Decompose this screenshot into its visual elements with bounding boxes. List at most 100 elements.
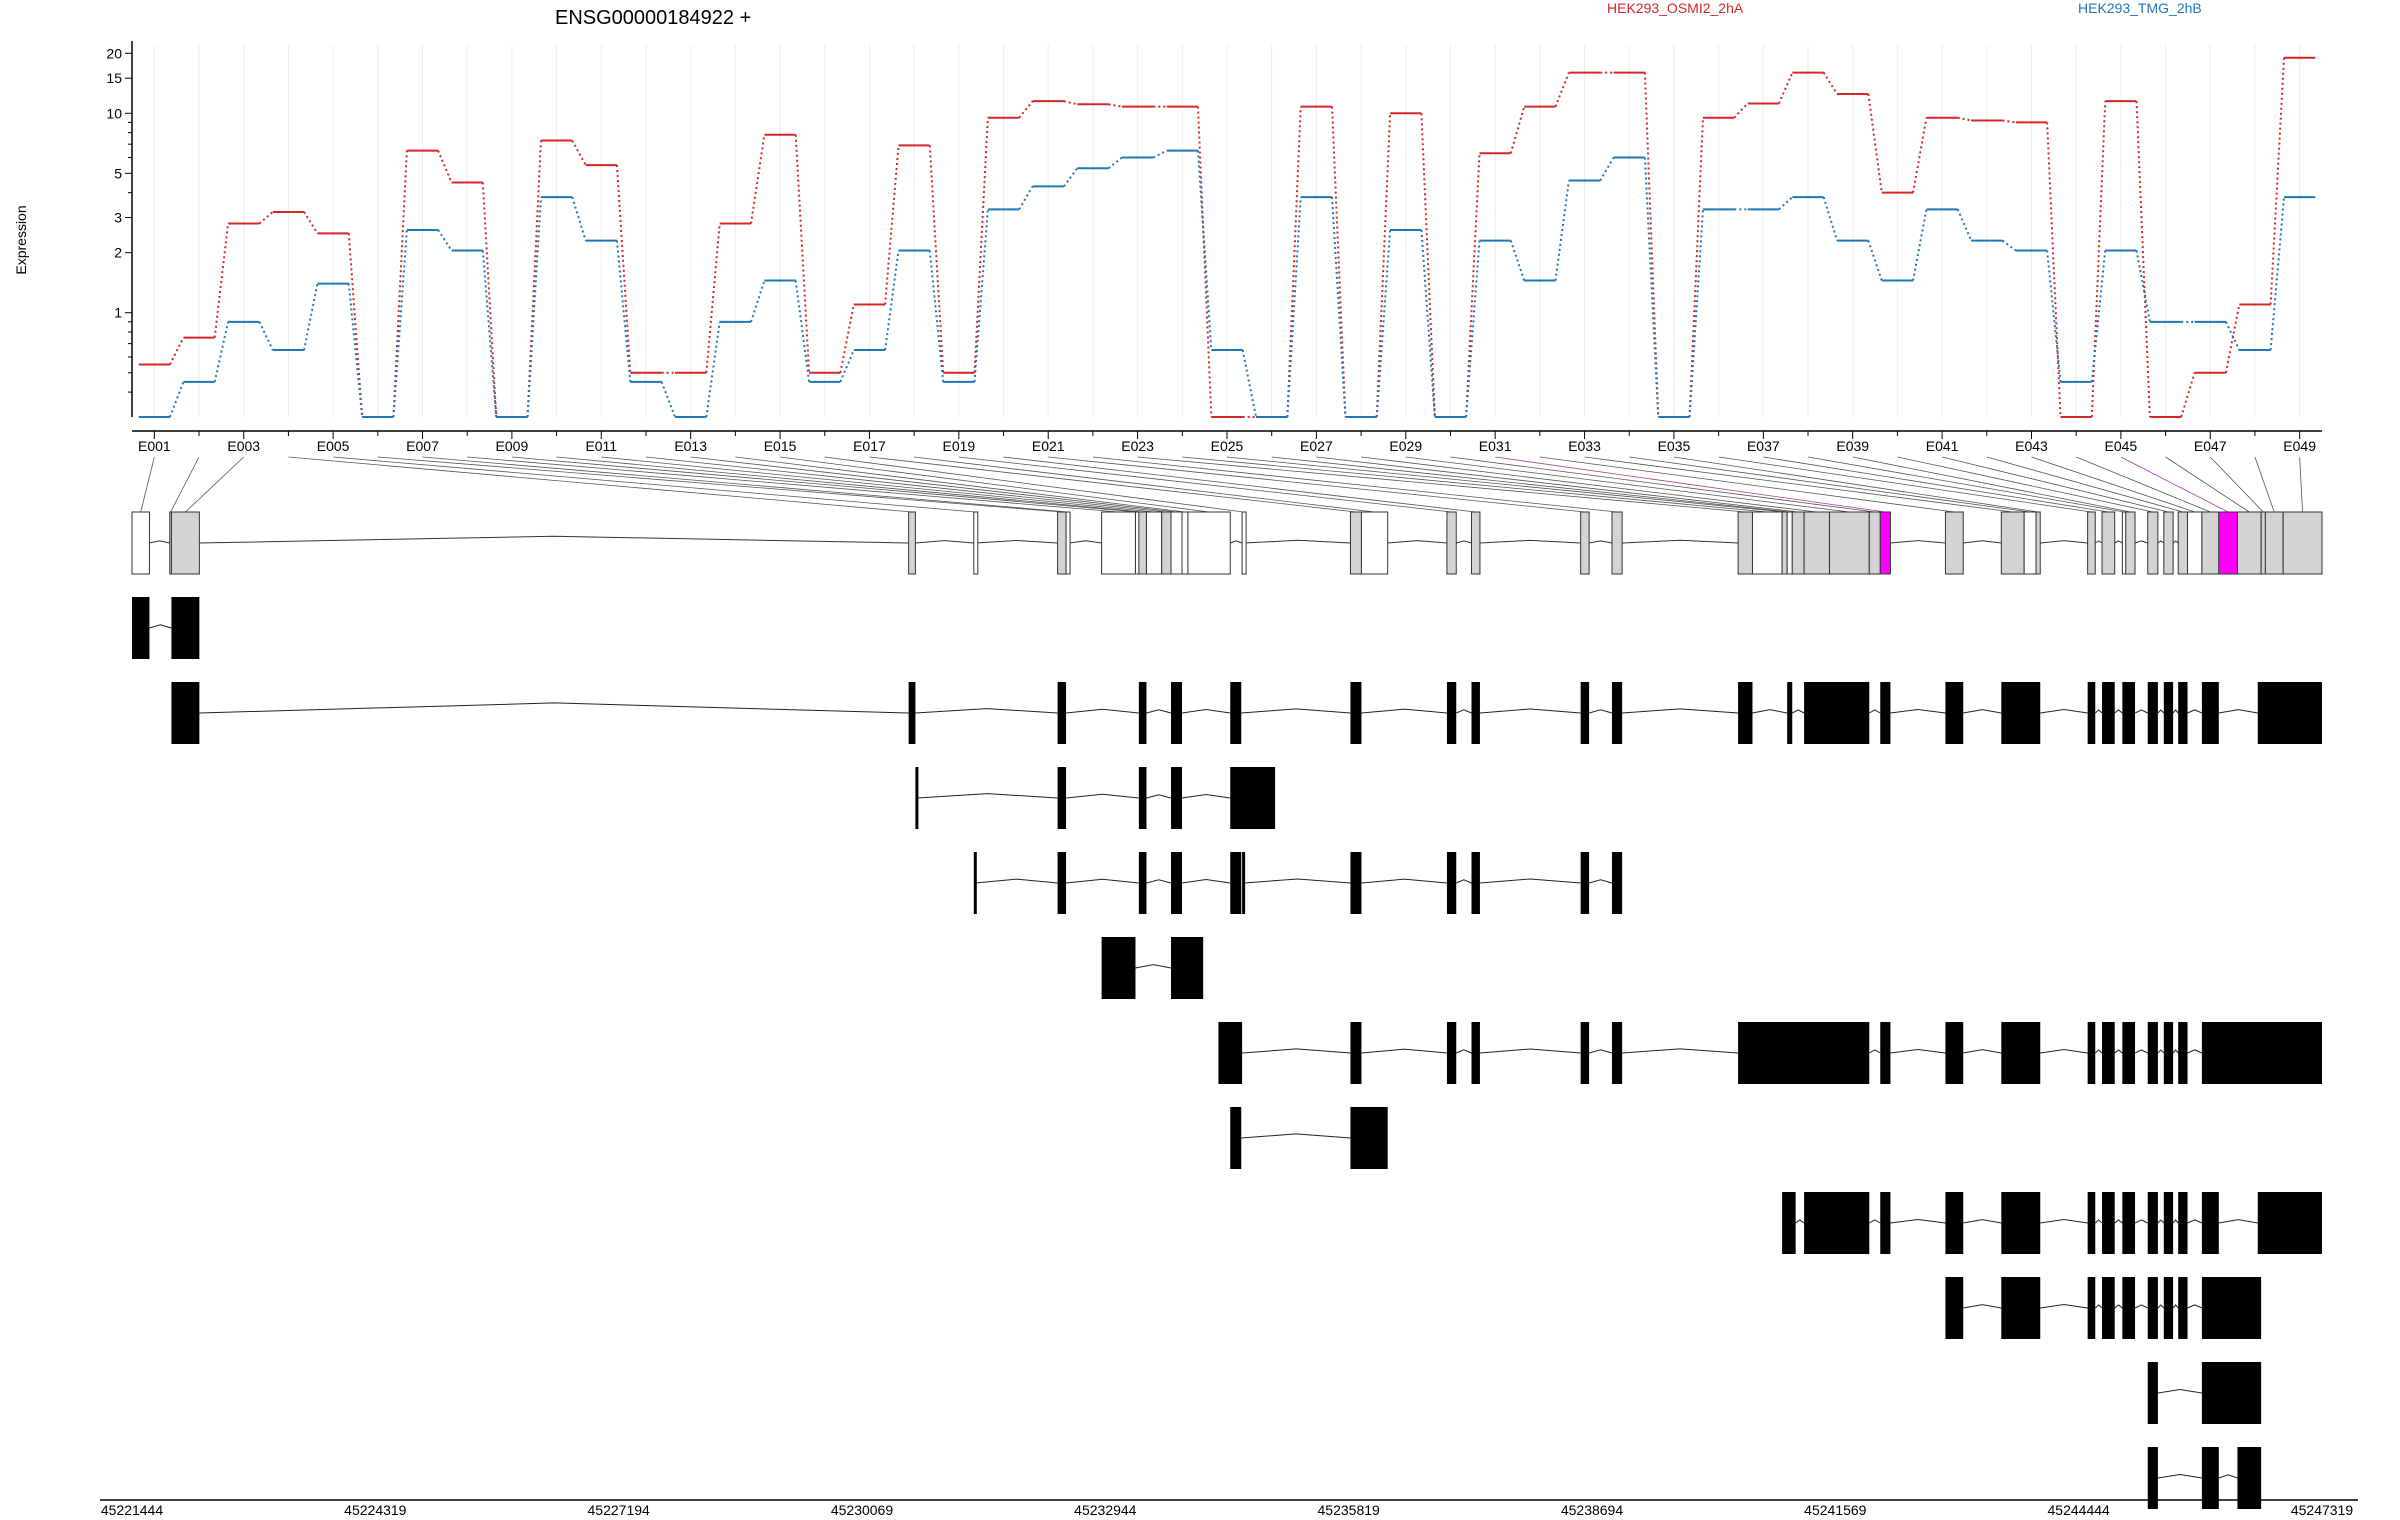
exon-intron-link	[975, 539, 1058, 544]
transcript-exon	[1057, 767, 1067, 829]
exon-connector	[2254, 456, 2275, 513]
exon-box	[1580, 511, 1590, 575]
transcript-exon	[973, 852, 977, 914]
transcript-intron	[1456, 1049, 1472, 1054]
transcript-row	[973, 852, 1623, 914]
exon-connector	[1182, 456, 1768, 513]
exon-connector	[140, 456, 155, 513]
exon-connector	[422, 456, 1068, 513]
transcript-exon	[1446, 852, 1457, 914]
transcript-intron	[1795, 1219, 1805, 1224]
transcript-intron	[2172, 1049, 2179, 1054]
exon-connector	[1092, 456, 1618, 513]
transcript-exon	[1350, 682, 1362, 744]
transcript-exon	[2147, 1022, 2158, 1084]
exon-box	[1145, 511, 1163, 575]
transcript-intron	[2134, 709, 2148, 714]
exon-box	[1101, 511, 1136, 575]
exon-connector	[1003, 456, 1476, 513]
transcript-exon	[2102, 1192, 2115, 1254]
transcript-intron	[2040, 1219, 2088, 1224]
transcript-exon	[2201, 1362, 2262, 1424]
genomic-tick-label: 45235819	[1318, 1502, 1381, 1518]
exon-box	[1057, 511, 1067, 575]
transcript-intron	[2157, 1304, 2165, 1309]
transcript-exon	[1171, 852, 1183, 914]
transcript-exon	[1138, 767, 1147, 829]
transcript-row	[1101, 937, 1204, 999]
exon-box	[1828, 511, 1870, 575]
exon-box	[2035, 511, 2041, 575]
exon-connector	[958, 456, 1452, 513]
transcript-intron	[2157, 1219, 2165, 1224]
exon-box	[1181, 511, 1189, 575]
exon-box	[170, 511, 200, 575]
transcript-exon	[1880, 682, 1891, 744]
exon-box	[2163, 511, 2174, 575]
exon-box	[2023, 511, 2037, 575]
exon-connector	[1807, 456, 2125, 513]
transcript-intron	[2040, 709, 2088, 714]
exon-intron-link	[1963, 540, 2002, 544]
transcript-exon	[1738, 1022, 1870, 1084]
exon-box	[1138, 511, 1147, 575]
exon-box	[908, 511, 916, 575]
transcript-intron	[1066, 878, 1139, 884]
transcript-exon	[1880, 1022, 1891, 1084]
exon-intron-link	[2114, 540, 2123, 544]
transcript-exon	[2102, 1277, 2115, 1339]
transcript-exon	[2102, 1022, 2115, 1084]
exon-box	[2236, 511, 2262, 575]
exon-connector	[1897, 456, 2153, 513]
transcript-row	[132, 597, 200, 659]
transcript-exon	[2178, 1022, 2188, 1084]
x-tick-label: E035	[1658, 438, 1691, 454]
transcript-intron	[2040, 1049, 2088, 1054]
transcript-exon	[915, 767, 919, 829]
exon-box	[1161, 511, 1172, 575]
transcript-exon	[1471, 682, 1480, 744]
transcript-intron	[1963, 709, 2002, 714]
exon-connector	[780, 456, 1210, 513]
genomic-tick-label: 45238694	[1561, 1502, 1624, 1518]
legend-series-1: HEK293_OSMI2_2hA	[1607, 0, 1744, 16]
transcript-exon	[132, 597, 150, 659]
series-lines	[138, 58, 2316, 417]
exon-intron-link	[915, 540, 974, 544]
y-tick-label: 2	[114, 245, 122, 261]
x-tick-label: E025	[1211, 438, 1244, 454]
exon-box	[2177, 511, 2189, 575]
transcript-exon	[1738, 682, 1753, 744]
transcript-row	[171, 682, 2322, 744]
exon-connector	[914, 456, 1375, 513]
grid-lines	[153, 45, 2301, 417]
exon-connector	[1763, 456, 2109, 513]
transcript-intron	[2187, 1219, 2203, 1224]
exon-intron-link	[149, 540, 170, 544]
exon-box	[1065, 511, 1071, 575]
exon-connector	[1226, 456, 1785, 513]
transcript-exon	[1171, 682, 1183, 744]
transcript-exon	[2147, 1192, 2158, 1254]
exon-intron-link	[2134, 540, 2148, 544]
y-axis: 1 2 3 5 10 15 20	[106, 41, 133, 417]
exon-box	[2264, 511, 2284, 575]
transcript-intron	[1479, 1048, 1581, 1054]
exon-connector	[2120, 456, 2229, 513]
transcript-exon	[2122, 1192, 2136, 1254]
transcript-intron	[1361, 1048, 1447, 1054]
genomic-tick-label: 45232944	[1074, 1502, 1137, 1518]
exon-connector	[1942, 456, 2169, 513]
exon-connector	[377, 456, 1062, 513]
exon-connector	[1316, 456, 1799, 513]
exon-box	[973, 511, 979, 575]
transcript-exon	[2087, 1022, 2096, 1084]
transcript-intron	[1135, 964, 1172, 969]
exon-intron-link	[1069, 540, 1102, 544]
transcript-intron	[199, 702, 909, 714]
x-tick-label: E029	[1389, 438, 1422, 454]
transcript-exon	[2201, 682, 2219, 744]
series-line	[170, 58, 2315, 417]
transcript-exon	[2257, 682, 2322, 744]
